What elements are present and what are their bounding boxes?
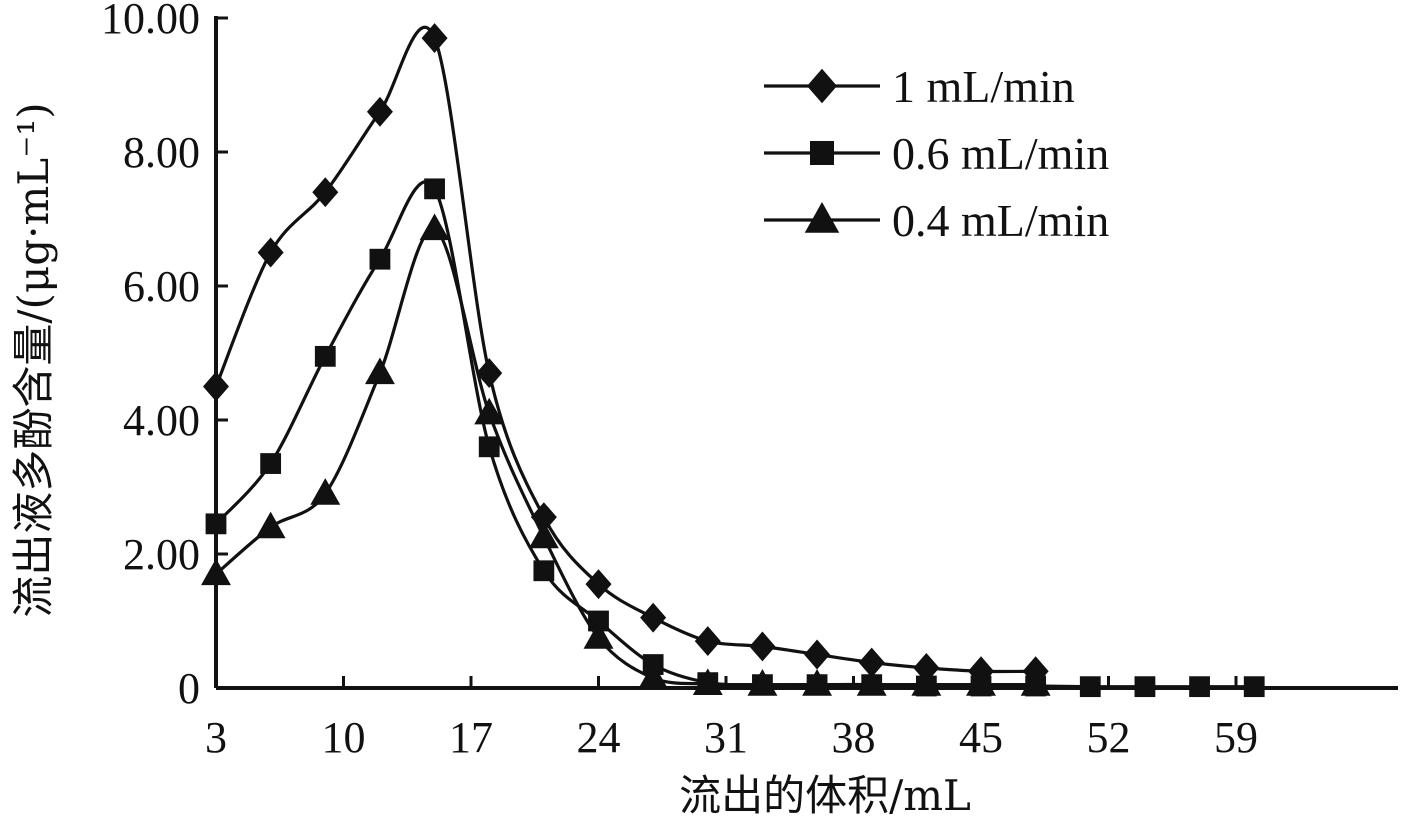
data-point-square <box>314 345 336 367</box>
x-tick-label: 38 <box>832 713 876 762</box>
data-point-triangle <box>583 622 614 649</box>
data-point-triangle <box>638 662 669 689</box>
data-point-diamond <box>804 639 831 670</box>
data-point-triangle <box>364 357 395 385</box>
x-tick-label: 31 <box>704 713 748 762</box>
x-tick-label: 24 <box>577 713 621 762</box>
data-point-square <box>478 436 500 458</box>
legend-label: 0.4 mL/min <box>892 195 1109 246</box>
data-point-diamond <box>640 602 667 633</box>
y-ticks: 0 2.00 4.00 6.00 8.00 10.00 <box>101 0 228 713</box>
y-tick-label: 0 <box>178 664 200 713</box>
x-tick-label: 10 <box>322 713 366 762</box>
axes <box>214 16 1398 690</box>
y-tick-label: 2.00 <box>123 530 200 579</box>
data-point-triangle <box>419 213 450 241</box>
x-axis-title: 流出的体积/mL <box>679 771 971 820</box>
data-point-triangle <box>310 478 341 505</box>
data-point-triangle <box>747 669 778 696</box>
data-point-diamond <box>312 177 339 208</box>
data-point-triangle <box>528 521 559 549</box>
series-line-triangle <box>214 227 1036 687</box>
data-point-diamond <box>913 652 940 683</box>
data-point-triangle <box>255 511 286 539</box>
legend-label: 0.6 mL/min <box>892 128 1109 179</box>
data-point-triangle <box>856 669 887 696</box>
legend-marker-diamond <box>807 68 837 104</box>
x-tick-label: 17 <box>449 713 493 762</box>
x-tick-label: 3 <box>205 713 227 762</box>
x-tick-label: 52 <box>1087 713 1131 762</box>
data-point-triangle <box>802 669 833 696</box>
data-point-square <box>424 178 445 200</box>
legend: 1 mL/min 0.6 mL/min 0.4 mL/min <box>764 61 1109 246</box>
data-point-diamond <box>421 23 448 54</box>
y-axis-title: 流出液多酚含量/(μg·mL⁻¹) <box>9 102 58 617</box>
legend-label: 1 mL/min <box>892 61 1075 112</box>
series-markers <box>201 23 1265 698</box>
data-point-square <box>533 560 555 582</box>
data-point-square <box>588 610 609 632</box>
data-point-triangle <box>474 397 505 425</box>
data-point-diamond <box>749 631 776 662</box>
data-point-diamond <box>476 358 503 389</box>
x-ticks: 3 10 17 24 31 38 45 52 59 <box>205 676 1258 762</box>
data-point-diamond <box>257 237 284 268</box>
data-point-diamond <box>858 647 885 678</box>
y-tick-label: 8.00 <box>123 128 200 177</box>
y-tick-label: 10.00 <box>101 0 200 43</box>
y-tick-label: 6.00 <box>123 262 200 311</box>
x-tick-label: 45 <box>959 713 1003 762</box>
series-line-diamond <box>214 25 1036 674</box>
data-point-diamond <box>530 502 557 533</box>
data-point-diamond <box>366 96 393 127</box>
data-point-diamond <box>694 626 721 657</box>
data-point-square <box>369 248 391 270</box>
data-point-triangle <box>911 669 942 696</box>
data-point-square <box>260 453 282 474</box>
series-lines <box>214 25 1255 689</box>
data-point-diamond <box>585 569 612 600</box>
x-tick-label: 59 <box>1214 713 1258 762</box>
legend-marker-square <box>810 141 834 165</box>
legend-marker-triangle <box>804 202 840 233</box>
y-tick-label: 4.00 <box>123 396 200 445</box>
